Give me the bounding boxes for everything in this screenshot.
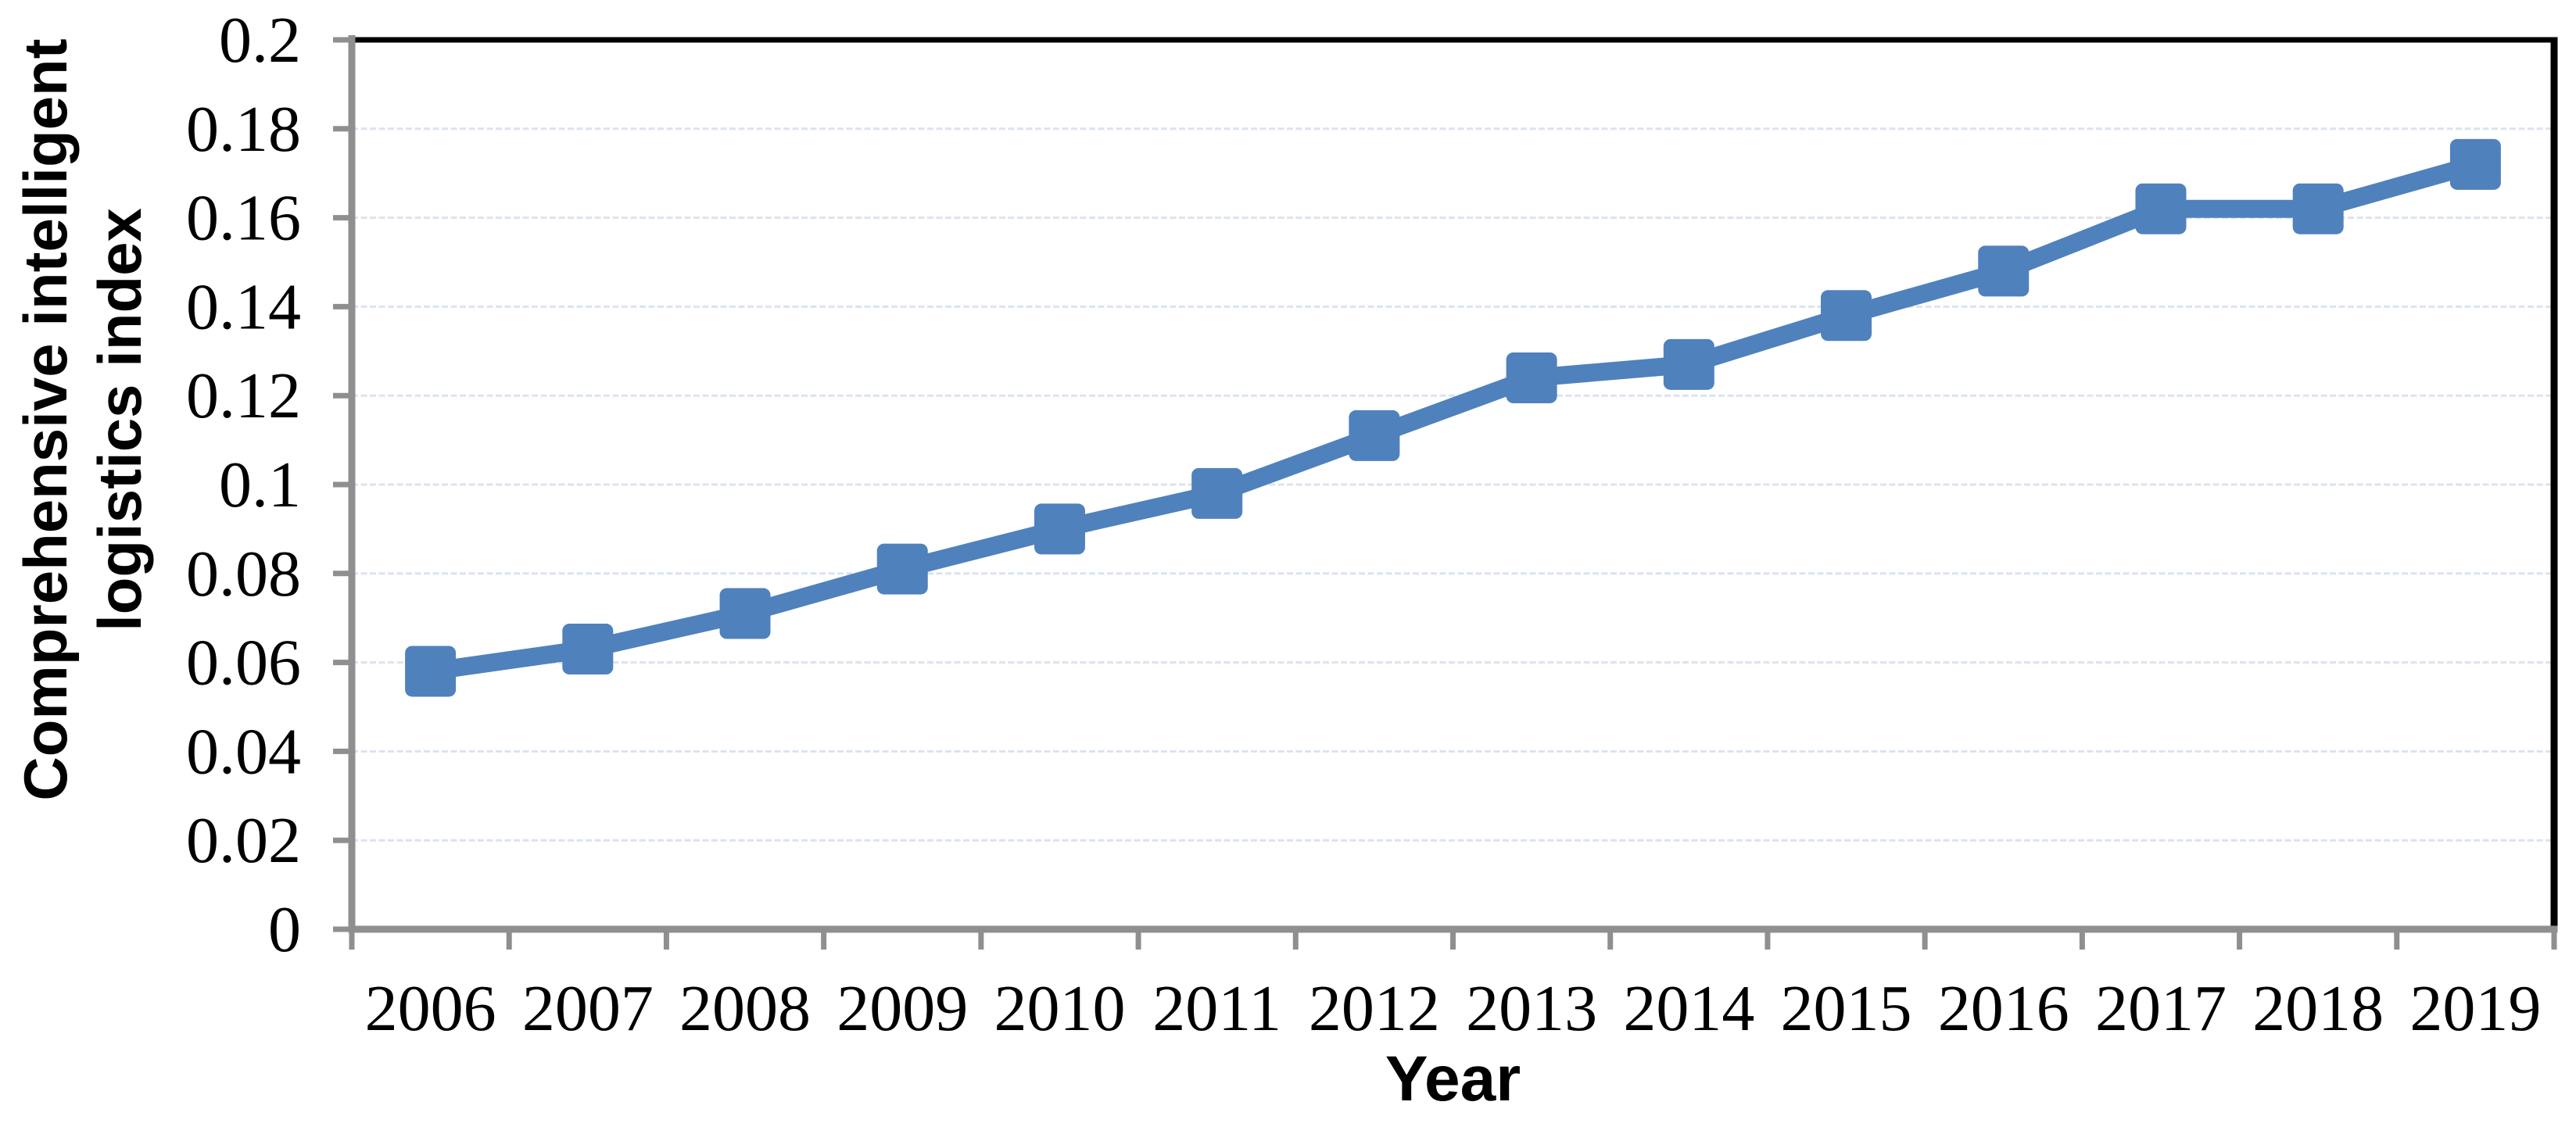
data-point-marker <box>1663 338 1714 390</box>
y-tick-label: 0 <box>268 893 301 966</box>
data-point-marker <box>2135 183 2187 234</box>
y-tick-label: 0.04 <box>186 715 301 788</box>
x-tick-label: 2011 <box>1152 972 1281 1045</box>
data-point-marker <box>1978 245 2030 297</box>
data-point-marker <box>719 588 771 639</box>
y-axis-title: Comprehensive intelligentlogistics index <box>11 38 154 800</box>
x-tick-label: 2006 <box>365 972 496 1045</box>
x-tick-label: 2016 <box>1938 972 2069 1045</box>
data-point-marker <box>1506 352 1557 403</box>
data-point-marker <box>2449 138 2501 190</box>
x-tick-label: 2018 <box>2252 972 2384 1045</box>
x-tick-label: 2009 <box>837 972 968 1045</box>
x-tick-label: 2017 <box>2095 972 2227 1045</box>
x-tick-label: 2012 <box>1309 972 1440 1045</box>
series-line <box>428 156 2478 681</box>
data-point-marker <box>1349 410 1400 461</box>
x-tick-label: 2015 <box>1781 972 1912 1045</box>
data-point-marker <box>405 646 457 697</box>
data-point-marker <box>562 624 614 675</box>
y-tick-label: 0.1 <box>219 449 301 521</box>
y-tick-label: 0.08 <box>186 538 301 610</box>
y-tick-label: 0.02 <box>186 804 301 877</box>
y-tick-label: 0.06 <box>186 627 301 699</box>
x-axis-title: Year <box>1385 1043 1521 1114</box>
y-tick-label: 0.16 <box>186 182 301 255</box>
y-tick-label: 0.14 <box>186 270 301 343</box>
x-tick-label: 2013 <box>1466 972 1597 1045</box>
y-tick-label: 0.2 <box>219 4 301 77</box>
x-tick-label: 2007 <box>522 972 654 1045</box>
x-tick-label: 2014 <box>1623 972 1754 1045</box>
y-tick-label: 0.12 <box>186 360 301 432</box>
x-tick-label: 2008 <box>679 972 811 1045</box>
data-point-marker <box>876 543 928 595</box>
data-point-marker <box>1034 503 1085 555</box>
y-tick-label: 0.18 <box>186 93 301 166</box>
data-point-marker <box>1821 290 1872 342</box>
x-tick-label: 2019 <box>2409 972 2541 1045</box>
x-tick-label: 2010 <box>994 972 1125 1045</box>
data-point-marker <box>2292 183 2344 234</box>
data-point-marker <box>1191 467 1243 519</box>
